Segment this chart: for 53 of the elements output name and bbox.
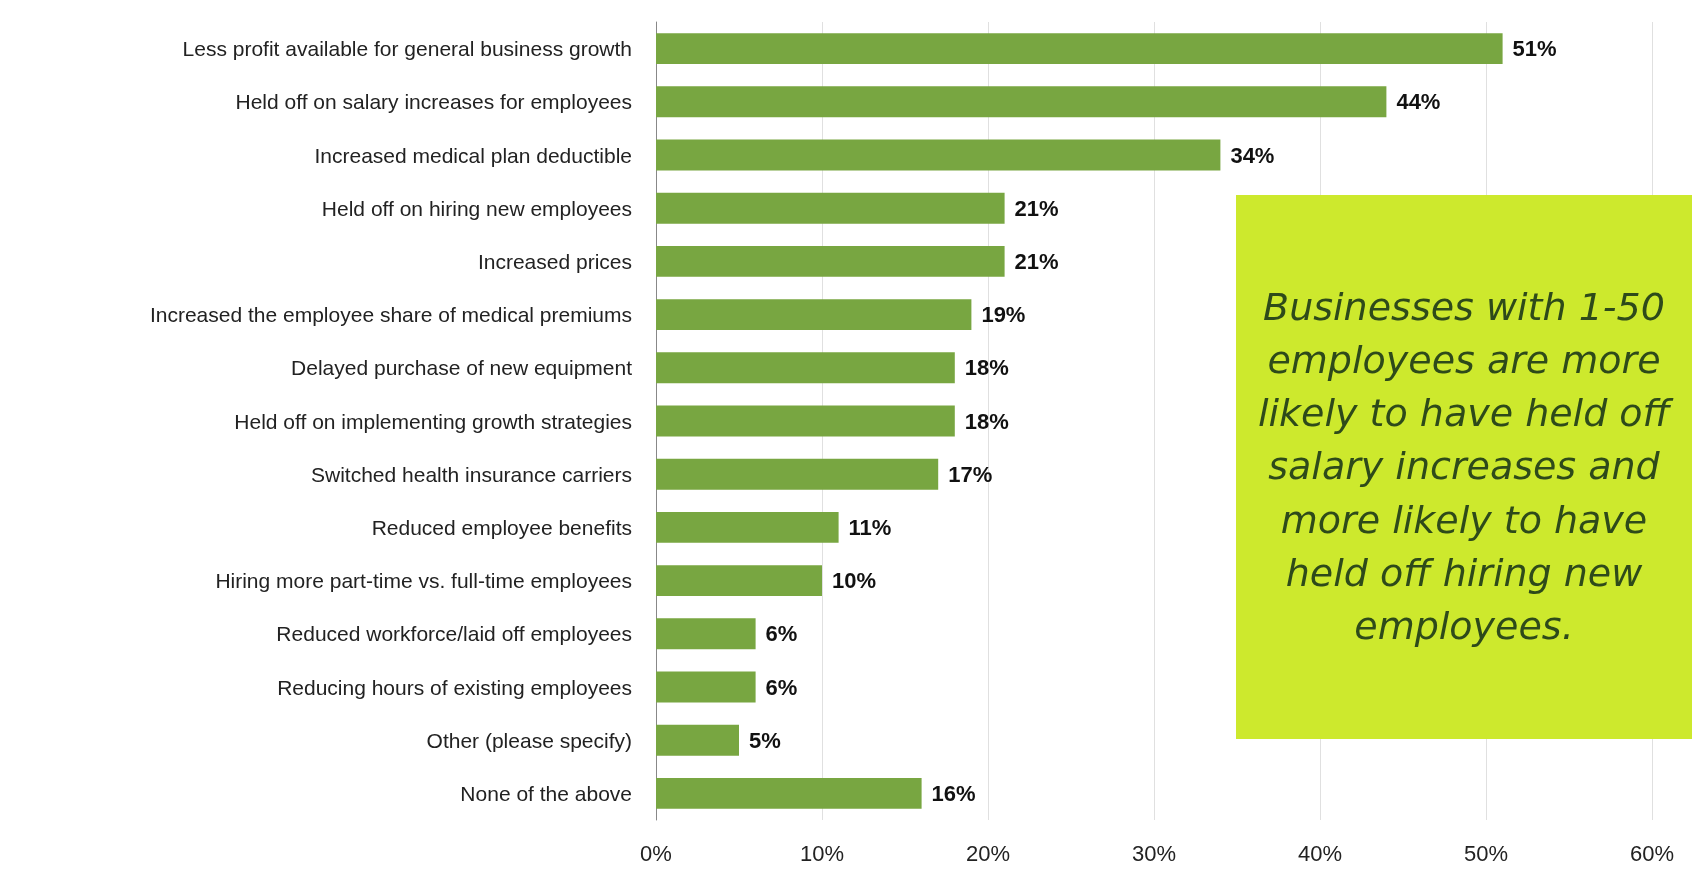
bar: [656, 33, 1503, 65]
y-tick-label: Switched health insurance carriers: [311, 462, 632, 486]
data-label: 18%: [964, 355, 1009, 381]
bar: [656, 245, 1005, 277]
y-tick-label: Reduced workforce/laid off employees: [276, 622, 632, 646]
x-tick-label: 40%: [1297, 840, 1343, 866]
bar: [656, 724, 739, 756]
data-label: 21%: [1014, 248, 1059, 274]
data-label: 16%: [931, 780, 976, 806]
y-tick-label: Other (please specify): [426, 728, 632, 752]
bar: [656, 139, 1221, 171]
x-tick-label: 60%: [1629, 840, 1675, 866]
y-tick-label: Increased the employee share of medical premiums: [149, 303, 632, 327]
y-tick-label: Hiring more part-time vs. full-time employees: [215, 569, 632, 593]
bar: [656, 565, 822, 597]
note-box: Businesses with 1-50 employees are more likely to have held off salary increases and more likely to have held off hiring new employees.: [1236, 195, 1692, 739]
data-label: 11%: [848, 514, 892, 540]
bar: [656, 671, 756, 703]
data-label: 19%: [981, 302, 1026, 328]
data-label: 44%: [1396, 89, 1441, 115]
bar: [656, 618, 756, 650]
data-label: 51%: [1512, 36, 1557, 62]
x-tick-label: 30%: [1131, 840, 1177, 866]
y-tick-label: Reducing hours of existing employees: [277, 675, 632, 699]
x-tick-label: 20%: [965, 840, 1011, 866]
data-label: 10%: [832, 568, 877, 594]
y-tick-label: Increased prices: [477, 249, 632, 273]
x-tick-label: 50%: [1463, 840, 1509, 866]
x-tick-label: 0%: [640, 840, 672, 866]
data-label: 6%: [765, 674, 798, 700]
y-tick-label: Less profit available for general business growth: [182, 37, 632, 61]
bar: [656, 86, 1387, 118]
bar: [656, 299, 972, 331]
y-tick-label: Delayed purchase of new equipment: [291, 356, 633, 380]
y-tick-label: Held off on implementing growth strategies: [234, 409, 632, 433]
bar: [656, 192, 1005, 224]
bar: [656, 511, 839, 543]
x-tick-label: 10%: [799, 840, 845, 866]
y-tick-label: None of the above: [460, 781, 632, 805]
y-tick-label: Increased medical plan deductible: [314, 143, 632, 167]
y-tick-label: Held off on salary increases for employees: [235, 90, 632, 114]
data-label: 21%: [1014, 195, 1059, 221]
data-label: 34%: [1230, 142, 1275, 168]
bar: [656, 458, 939, 490]
bar: [656, 777, 922, 809]
data-label: 6%: [765, 621, 798, 647]
data-label: 17%: [948, 461, 993, 487]
data-label: 18%: [964, 408, 1009, 434]
y-tick-label: Held off on hiring new employees: [321, 196, 632, 220]
bar: [656, 405, 955, 437]
data-label: 5%: [749, 727, 781, 753]
y-tick-label: Reduced employee benefits: [371, 515, 632, 539]
bar: [656, 352, 955, 384]
